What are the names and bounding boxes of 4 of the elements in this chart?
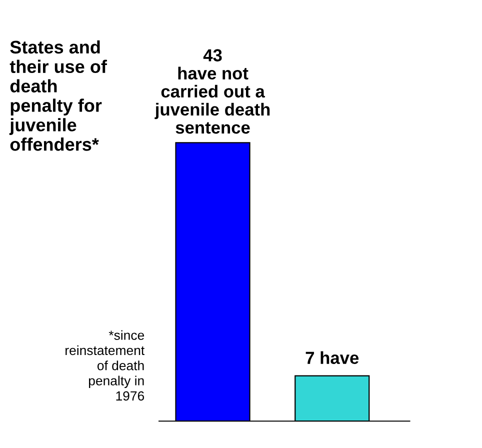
chart-title: States and their use of death penalty for juvenile offenders* xyxy=(9,40,107,151)
data-label: 7 have xyxy=(306,351,359,364)
data-label: 43 have not carried out a juvenile death sentence xyxy=(154,49,270,134)
text: *since reinstatement of death penalty in 1976 xyxy=(66,330,145,401)
